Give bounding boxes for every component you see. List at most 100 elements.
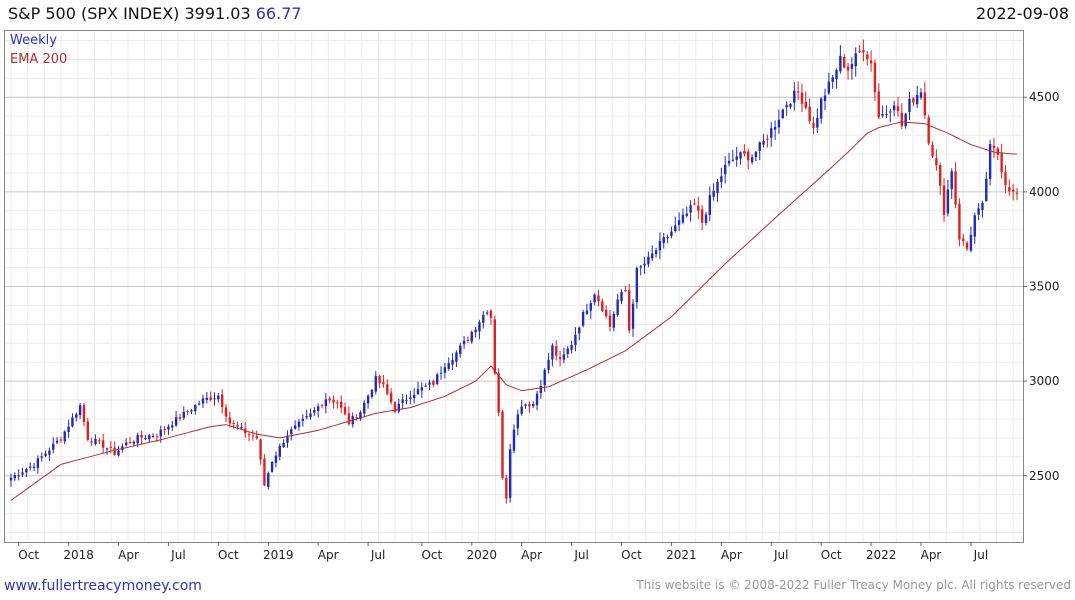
candle-body [750,157,754,163]
candle-body [178,417,182,419]
candle-body [835,69,838,80]
candle-body [374,375,377,392]
candle-body [182,411,185,418]
candle-body [996,148,1000,155]
candle-body [658,240,662,251]
candle-body [470,331,473,342]
candle-body [297,421,301,427]
title-text: S&P 500 (SPX INDEX) 3991.03 [8,4,251,23]
candle-body [547,359,550,370]
candle-body [190,410,193,412]
candle-body [270,462,274,472]
candle-body [485,312,489,314]
x-tick-label: Apr [921,548,942,562]
candle-body [90,441,93,443]
candle-body [988,144,992,179]
candle-body [885,114,888,116]
candle-body [923,92,927,116]
candle-body [255,436,258,439]
candle-body [124,442,128,446]
x-tick-label: Apr [521,548,542,562]
candle-body [808,106,811,122]
candle-body [151,435,155,437]
candle-body [21,472,24,475]
candle-body [412,394,416,398]
candle-body [401,399,404,403]
candle-body [823,95,827,102]
candle-body [155,436,159,438]
candle-body [593,294,596,303]
x-tick-label: 2022 [866,548,897,562]
candle-body [508,449,512,498]
candle-body [309,413,312,418]
candle-body [240,427,243,429]
candle-body [482,314,485,323]
candle-body [236,425,239,427]
candle-body [850,64,854,69]
candle-body [604,309,608,317]
candle-body [812,122,815,128]
candle-body [785,104,788,108]
candle-body [167,426,170,430]
candle-body [927,117,930,144]
candle-body [324,399,328,407]
candle-body [28,466,32,468]
candle-body [71,417,74,427]
candle-body [474,329,477,333]
candle-body [831,77,834,82]
legend-ema200: EMA 200 [10,52,68,67]
candle-body [666,236,669,239]
candle-body [209,397,212,401]
candle-body [635,268,639,302]
candle-body [44,453,47,456]
candle-body [535,393,539,406]
candle-body [109,446,113,448]
candle-body [370,390,374,397]
candle-body [712,190,715,197]
candle-body [378,375,381,384]
candle-body [382,382,385,385]
chart-date: 2022-09-08 [976,4,1069,23]
candle-body [201,398,205,404]
candle-body [766,138,769,140]
candle-body [420,387,424,391]
candle-body [363,402,366,414]
candle-body [67,426,70,432]
candle-body [451,359,454,365]
candle-body [677,220,681,225]
candle-body [773,127,777,130]
candle-body [405,399,408,401]
y-tick-label: 2500 [1029,469,1060,483]
candle-body [723,164,727,175]
candle-body [439,372,443,374]
candle-body [263,458,266,486]
candle-body [98,440,101,442]
candle-body [105,448,109,450]
candle-body [858,50,861,53]
candle-body [958,203,961,240]
candle-body [574,334,577,346]
website-link[interactable]: www.fullertreacymoney.com [4,578,202,594]
candle-body [455,352,458,362]
x-tick-label: Jul [573,548,588,562]
candle-body [293,425,297,429]
candle-body [558,357,562,360]
candle-body [459,345,462,354]
candle-body [639,266,642,268]
x-tick-label: Apr [318,548,339,562]
candle-body [1015,192,1019,194]
legend-weekly: Weekly [10,33,57,48]
candle-body [804,101,808,108]
candle-body [854,53,857,67]
candle-body [359,412,362,420]
candle-body [174,417,178,426]
candle-body [566,348,569,354]
candle-body [447,363,450,369]
candle-body [739,152,742,159]
x-tick-label: Apr [118,548,139,562]
candle-body [973,215,976,237]
candle-body [347,413,351,425]
candle-body [389,392,393,403]
candle-body [274,455,278,463]
candle-body [539,385,543,393]
